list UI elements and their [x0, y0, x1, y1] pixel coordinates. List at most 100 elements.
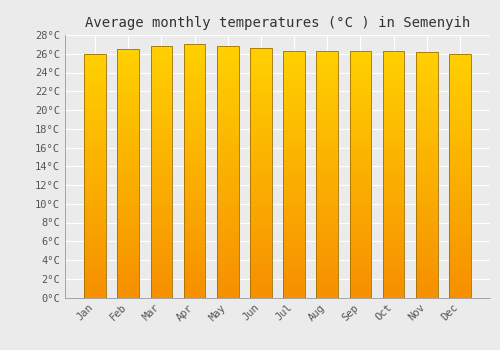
Bar: [184, 44, 206, 298]
Bar: [84, 220, 106, 224]
Bar: [383, 236, 404, 240]
Bar: [84, 94, 106, 98]
Bar: [350, 67, 371, 71]
Bar: [84, 127, 106, 131]
Bar: [84, 54, 106, 58]
Bar: [84, 176, 106, 180]
Bar: [84, 54, 106, 298]
Bar: [217, 138, 238, 142]
Bar: [316, 289, 338, 293]
Bar: [150, 276, 172, 281]
Bar: [416, 273, 438, 277]
Bar: [449, 139, 470, 143]
Bar: [84, 172, 106, 176]
Bar: [449, 277, 470, 281]
Bar: [150, 272, 172, 276]
Bar: [284, 146, 305, 149]
Bar: [250, 127, 272, 131]
Bar: [184, 184, 206, 188]
Bar: [217, 272, 238, 276]
Bar: [449, 115, 470, 119]
Bar: [350, 207, 371, 211]
Bar: [383, 55, 404, 59]
Bar: [184, 167, 206, 171]
Bar: [150, 247, 172, 251]
Bar: [449, 241, 470, 245]
Bar: [416, 277, 438, 281]
Bar: [250, 244, 272, 247]
Bar: [316, 277, 338, 281]
Bar: [383, 113, 404, 117]
Bar: [316, 100, 338, 104]
Bar: [217, 205, 238, 210]
Bar: [184, 179, 206, 184]
Bar: [383, 182, 404, 187]
Bar: [184, 86, 206, 91]
Bar: [84, 241, 106, 245]
Bar: [449, 220, 470, 224]
Bar: [118, 119, 139, 124]
Bar: [217, 147, 238, 151]
Bar: [350, 162, 371, 166]
Bar: [184, 213, 206, 217]
Bar: [184, 205, 206, 209]
Bar: [284, 248, 305, 252]
Bar: [250, 264, 272, 268]
Bar: [416, 240, 438, 244]
Bar: [150, 50, 172, 55]
Bar: [84, 66, 106, 70]
Bar: [217, 285, 238, 289]
Bar: [184, 91, 206, 95]
Bar: [217, 193, 238, 197]
Bar: [284, 92, 305, 96]
Bar: [84, 151, 106, 155]
Bar: [217, 260, 238, 264]
Bar: [449, 204, 470, 208]
Bar: [250, 140, 272, 144]
Bar: [118, 136, 139, 140]
Bar: [316, 154, 338, 158]
Bar: [84, 86, 106, 90]
Bar: [118, 202, 139, 206]
Bar: [284, 244, 305, 248]
Bar: [184, 61, 206, 65]
Bar: [217, 231, 238, 235]
Bar: [350, 51, 371, 298]
Bar: [350, 211, 371, 215]
Bar: [118, 256, 139, 260]
Bar: [416, 64, 438, 68]
Bar: [250, 131, 272, 135]
Bar: [416, 261, 438, 265]
Bar: [150, 214, 172, 218]
Bar: [383, 76, 404, 80]
Bar: [416, 113, 438, 117]
Bar: [383, 100, 404, 104]
Bar: [217, 76, 238, 80]
Bar: [250, 48, 272, 52]
Bar: [350, 84, 371, 88]
Bar: [84, 168, 106, 172]
Bar: [316, 269, 338, 273]
Bar: [250, 61, 272, 65]
Bar: [416, 195, 438, 199]
Bar: [449, 285, 470, 289]
Bar: [350, 154, 371, 158]
Bar: [284, 108, 305, 113]
Bar: [217, 109, 238, 113]
Bar: [449, 232, 470, 237]
Bar: [383, 281, 404, 285]
Bar: [250, 69, 272, 73]
Bar: [350, 71, 371, 76]
Bar: [118, 132, 139, 136]
Bar: [350, 260, 371, 265]
Bar: [84, 269, 106, 273]
Bar: [449, 261, 470, 265]
Bar: [250, 48, 272, 298]
Bar: [184, 78, 206, 82]
Bar: [250, 123, 272, 127]
Bar: [118, 277, 139, 281]
Bar: [350, 199, 371, 203]
Bar: [118, 211, 139, 215]
Bar: [217, 226, 238, 231]
Bar: [383, 248, 404, 252]
